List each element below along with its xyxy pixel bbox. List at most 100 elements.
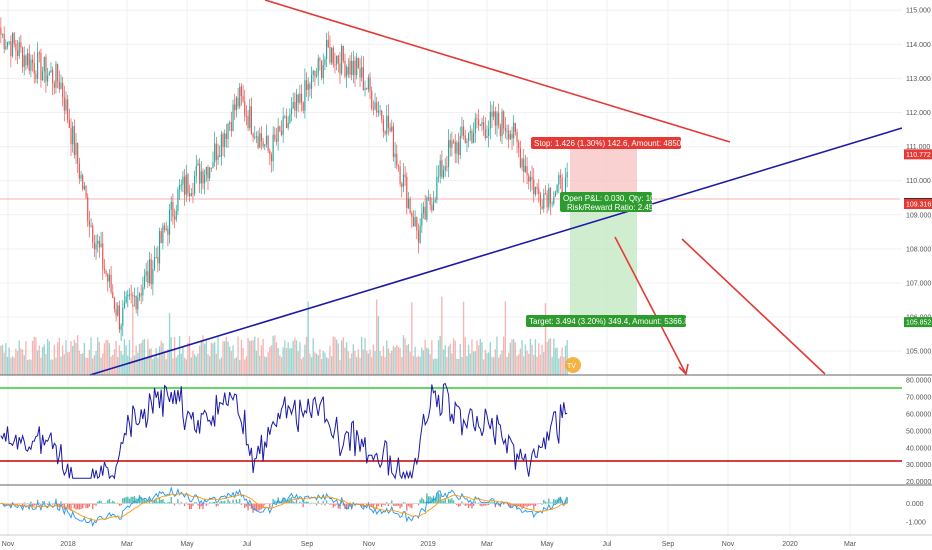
candle-body — [469, 130, 471, 133]
volume-bar — [142, 340, 144, 375]
candle-body — [377, 110, 379, 113]
pnl-label-box[interactable]: Open P&L: 0.030, Qty: 105 Risk/Reward Ra… — [560, 192, 660, 212]
price-axis-bg — [902, 0, 932, 535]
candle-body — [47, 75, 49, 82]
volume-bar — [294, 337, 296, 375]
macd-histogram-bar — [332, 503, 334, 508]
volume-bar — [399, 347, 401, 375]
time-axis[interactable]: Nov 2018 Mar May Jul Sep Nov 2019 Mar May Jul Sep No… — [2, 541, 857, 548]
time-axis-tick: Mar — [121, 541, 134, 548]
volume-bar — [389, 353, 391, 375]
macd-histogram-bar — [207, 503, 209, 505]
volume-bar — [533, 355, 535, 375]
volume-bar — [384, 357, 386, 375]
volume-bar — [45, 353, 47, 375]
volume-bar — [364, 337, 366, 375]
macd-histogram-bar — [61, 503, 64, 506]
target-label-box[interactable]: Target: 3.494 (3.20%) 349.4, Amount: 536… — [526, 315, 694, 327]
volume-bar — [469, 353, 471, 375]
macd-histogram-bar — [467, 503, 470, 508]
volume-bar — [113, 349, 116, 375]
volume-bar — [330, 356, 333, 375]
volume-bar — [68, 352, 70, 375]
macd-histogram-bar — [559, 496, 562, 504]
volume-bar — [108, 343, 111, 375]
macd-histogram-bar — [429, 496, 431, 504]
volume-bar — [240, 339, 243, 375]
volume-bar — [264, 356, 266, 375]
macd-histogram-bar — [541, 503, 543, 505]
candle-body — [123, 302, 126, 308]
logo-text: TV — [567, 363, 576, 370]
candle-body — [100, 243, 102, 248]
macd-histogram-bar — [427, 496, 430, 504]
macd-histogram-bar — [492, 502, 495, 504]
macd-histogram-bar — [454, 503, 456, 504]
candle-body — [234, 104, 236, 111]
volume-bar — [163, 350, 166, 375]
macd-histogram-bar — [509, 503, 512, 508]
volume-bar — [344, 347, 346, 375]
candle-body — [42, 71, 44, 81]
target-zone[interactable] — [570, 199, 637, 315]
macd-axis[interactable]: 0.000 -1.000 — [906, 501, 926, 527]
candle-body — [260, 133, 263, 142]
price-axis-tick: 111.000 — [906, 144, 930, 151]
stop-label-box[interactable]: Stop: 1.426 (1.30%) 142.6, Amount: 4850.… — [531, 137, 693, 149]
macd-histogram-bar — [482, 503, 485, 506]
volume-bar — [195, 356, 197, 375]
macd-histogram-bar — [275, 501, 278, 504]
macd-histogram-bar — [245, 503, 248, 507]
candle-body — [457, 142, 460, 155]
candle-body — [321, 60, 323, 78]
macd-histogram-bar — [554, 500, 557, 504]
volume-bar — [220, 357, 223, 375]
price-axis[interactable]: 115.000 114.000 113.000 112.000 111.000 110.0… — [902, 0, 932, 535]
volume-bar — [439, 336, 441, 375]
candle-body — [133, 295, 136, 297]
candle-body — [347, 66, 349, 75]
volume-bar — [193, 354, 196, 375]
candle-body — [369, 77, 371, 91]
volume-bar — [302, 357, 304, 375]
rsi-axis[interactable]: 80.0000 70.0000 60.0000 50.0000 40.0000 30.00… — [906, 378, 931, 487]
candle-body — [409, 198, 411, 213]
macd-histogram-bar — [533, 503, 535, 510]
macd-histogram-bar — [58, 503, 60, 508]
volume-bar — [432, 359, 435, 375]
macd-histogram-bar — [6, 503, 9, 505]
macd-histogram-bar — [88, 503, 91, 507]
macd-histogram-bar — [51, 503, 54, 505]
candle-body — [511, 134, 513, 139]
volume-bar — [359, 357, 361, 375]
projection-line[interactable] — [681, 238, 826, 375]
macd-histogram-bar — [374, 503, 376, 505]
candle-body — [481, 122, 483, 126]
candle-body — [48, 72, 50, 76]
candle-body — [332, 47, 334, 65]
candle-body — [229, 122, 231, 124]
rsi-axis-tick: 70.0000 — [906, 395, 931, 402]
candle-body — [519, 148, 521, 168]
macd-histogram-bar — [551, 502, 553, 504]
macd-histogram-bar — [325, 500, 328, 504]
candle-body — [8, 41, 10, 43]
candle-body — [319, 58, 321, 61]
candle-body — [10, 41, 12, 57]
macd-histogram-bar — [259, 503, 261, 511]
candle-body — [257, 136, 259, 148]
macd-histogram-bar — [491, 501, 493, 504]
volume-bar — [519, 348, 522, 375]
projection-arrow[interactable] — [614, 236, 687, 375]
candle-body — [113, 298, 116, 310]
descending-resistance-line[interactable] — [264, 0, 731, 143]
candle-body — [212, 162, 214, 168]
ascending-support-line[interactable] — [89, 127, 903, 376]
stop-zone[interactable] — [570, 142, 637, 199]
macd-histogram-bar — [320, 503, 323, 505]
volume-bar — [297, 351, 299, 375]
macd-histogram-bar — [447, 498, 450, 504]
macd-histogram-bar — [556, 499, 558, 504]
volume-bar — [75, 342, 77, 375]
